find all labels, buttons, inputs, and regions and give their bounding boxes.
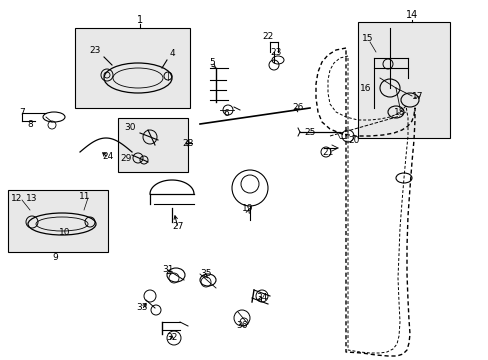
Text: 36: 36 — [236, 321, 247, 330]
Text: 4: 4 — [169, 49, 174, 58]
Text: 12: 12 — [11, 194, 22, 202]
Text: 23: 23 — [89, 45, 101, 54]
Text: 11: 11 — [79, 192, 91, 201]
Text: 16: 16 — [360, 84, 371, 93]
Text: 28: 28 — [182, 139, 193, 148]
Text: 18: 18 — [393, 108, 405, 117]
Text: 25: 25 — [304, 127, 315, 136]
Text: 7: 7 — [19, 108, 25, 117]
Text: 32: 32 — [166, 333, 177, 342]
Text: 21: 21 — [322, 148, 333, 157]
Text: 6: 6 — [223, 108, 228, 117]
Text: 27: 27 — [172, 221, 183, 230]
Text: 8: 8 — [27, 120, 33, 129]
Text: 19: 19 — [242, 203, 253, 212]
Text: 20: 20 — [347, 135, 359, 144]
Text: 1: 1 — [137, 15, 143, 25]
Text: 26: 26 — [292, 103, 303, 112]
Bar — [75, 28, 190, 108]
Text: 31: 31 — [162, 266, 173, 274]
Text: 13: 13 — [26, 194, 38, 202]
Bar — [118, 118, 187, 172]
Text: 14: 14 — [405, 10, 417, 20]
Text: 10: 10 — [59, 228, 71, 237]
Text: 15: 15 — [362, 33, 373, 42]
Text: 24: 24 — [102, 152, 113, 161]
Bar — [8, 190, 108, 252]
Text: 17: 17 — [411, 91, 423, 100]
Text: 9: 9 — [52, 253, 58, 262]
Text: 30: 30 — [124, 122, 136, 131]
Text: 22: 22 — [262, 32, 273, 41]
Text: 34: 34 — [256, 293, 267, 302]
Text: 33: 33 — [136, 303, 147, 312]
Text: 29: 29 — [120, 153, 131, 162]
Text: 23: 23 — [270, 48, 281, 57]
Text: 35: 35 — [200, 270, 211, 279]
Bar — [357, 22, 449, 138]
Text: 5: 5 — [209, 58, 214, 67]
